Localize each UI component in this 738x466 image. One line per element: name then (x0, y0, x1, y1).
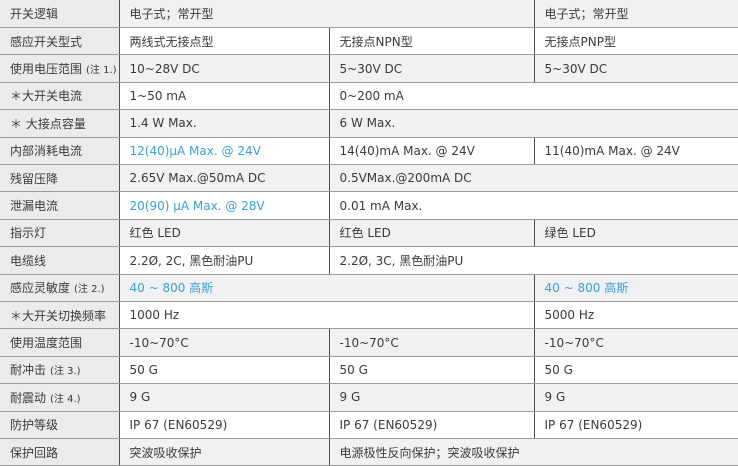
spec-value-cell: 1.4 W Max. (118, 109, 329, 138)
row-label-note: (注 4.) (50, 393, 81, 405)
row-label: 电缆线 (0, 246, 119, 275)
spec-value-cell: 11(40)mA Max. @ 24V (533, 137, 738, 165)
row-label: 内部消耗电流 (0, 137, 119, 165)
spec-value-cell: -10~70°C (118, 328, 329, 357)
table-row-operating-temperature: 使用温度范围 -10~70°C -10~70°C -10~70°C (0, 328, 738, 357)
spec-value-cell: 50 G (328, 356, 535, 385)
row-label-text: 泄漏电流 (10, 199, 59, 214)
spec-value-cell: IP 67 (EN60529) (533, 411, 738, 440)
row-label: 耐震动 (注 4.) (0, 383, 119, 412)
spec-value-cell: -10~70°C (533, 328, 738, 357)
table-row-max-switching-current: ＊大开关电流 1~50 mA 0~200 mA (0, 82, 738, 111)
table-row-shock-resistance: 耐冲击 (注 3.) 50 G 50 G 50 G (0, 356, 738, 385)
row-label: 防护等级 (0, 411, 119, 440)
spec-value-cell: 50 G (118, 356, 329, 385)
spec-value-cell: 0~200 mA (328, 82, 738, 111)
spec-value-cell: -10~70°C (328, 328, 535, 357)
table-row-protection-circuit: 保护回路 突波吸收保护 电源极性反向保护；突波吸收保护 (0, 438, 738, 466)
spec-value-cell: 2.65V Max.@50mA DC (118, 164, 329, 193)
row-label: 泄漏电流 (0, 191, 119, 220)
spec-value-cell-highlight: 40 ~ 800 高斯 (533, 274, 738, 302)
row-label-text: 感应开关型式 (10, 34, 83, 49)
spec-value-cell: 绿色 LED (533, 219, 738, 248)
row-label: 指示灯 (0, 219, 119, 248)
row-label-text: 内部消耗电流 (10, 144, 83, 159)
spec-value-cell: IP 67 (EN60529) (118, 411, 329, 440)
row-label-text: 指示灯 (10, 226, 47, 241)
row-label: ＊大开关切换频率 (0, 301, 119, 330)
spec-value-cell: 红色 LED (328, 219, 535, 248)
spec-value-cell: 无接点NPN型 (328, 27, 535, 56)
table-row-vibration-resistance: 耐震动 (注 4.) 9 G 9 G 9 G (0, 383, 738, 412)
row-label-text: 耐震动 (10, 390, 47, 405)
row-label: ＊大开关电流 (0, 82, 119, 111)
spec-value-cell: 1~50 mA (118, 82, 329, 111)
spec-value-cell: 0.01 mA Max. (328, 191, 738, 220)
table-row-internal-consumption-current: 内部消耗电流 12(40)μA Max. @ 24V 14(40)mA Max.… (0, 137, 738, 165)
row-label: 使用温度范围 (0, 328, 119, 357)
table-row-max-switching-frequency: ＊大开关切换频率 1000 Hz 5000 Hz (0, 301, 738, 330)
table-row-voltage-range: 使用电压范围 (注 1.) 10~28V DC 5~30V DC 5~30V DC (0, 54, 738, 83)
row-label: 感应灵敏度 (注 2.) (0, 274, 119, 302)
row-label: 感应开关型式 (0, 27, 119, 56)
table-row-leakage-current: 泄漏电流 20(90) μA Max. @ 28V 0.01 mA Max. (0, 191, 738, 220)
table-row-max-contact-capacity: ＊ 大接点容量 1.4 W Max. 6 W Max. (0, 109, 738, 138)
spec-value-cell: 50 G (533, 356, 738, 385)
table-row-switch-type: 感应开关型式 两线式无接点型 无接点NPN型 无接点PNP型 (0, 27, 738, 56)
row-label-text: 电缆线 (10, 253, 47, 268)
spec-value-cell: 1000 Hz (118, 301, 535, 330)
table-row-protection-rating: 防护等级 IP 67 (EN60529) IP 67 (EN60529) IP … (0, 411, 738, 440)
row-label-note: (注 2.) (74, 284, 105, 296)
spec-value-cell: 9 G (328, 383, 535, 412)
row-label: ＊ 大接点容量 (0, 109, 119, 138)
row-label-text: 使用电压范围 (10, 62, 83, 77)
spec-value-cell: 9 G (118, 383, 329, 412)
row-label: 保护回路 (0, 438, 119, 466)
spec-value-cell: 14(40)mA Max. @ 24V (328, 137, 535, 165)
row-label-text: 使用温度范围 (10, 336, 83, 351)
spec-value-cell-highlight: 40 ~ 800 高斯 (118, 274, 535, 302)
spec-value-cell: 5000 Hz (533, 301, 738, 330)
row-label-text: ＊大开关电流 (10, 89, 83, 104)
spec-value-cell: 两线式无接点型 (118, 27, 329, 56)
table-row-sensing-sensitivity: 感应灵敏度 (注 2.) 40 ~ 800 高斯 40 ~ 800 高斯 (0, 274, 738, 302)
row-label-text: 耐冲击 (10, 363, 47, 378)
row-label-note: (注 3.) (50, 366, 81, 378)
table-row-cable: 电缆线 2.2Ø, 2C, 黑色耐油PU 2.2Ø, 3C, 黑色耐油PU (0, 246, 738, 275)
spec-value-cell-highlight: 20(90) μA Max. @ 28V (118, 191, 329, 220)
spec-value-cell: IP 67 (EN60529) (328, 411, 535, 440)
row-label: 开关逻辑 (0, 0, 119, 28)
spec-value-cell: 突波吸收保护 (118, 438, 329, 466)
row-label: 耐冲击 (注 3.) (0, 356, 119, 385)
spec-value-cell: 2.2Ø, 2C, 黑色耐油PU (118, 246, 329, 275)
row-label-text: 感应灵敏度 (10, 281, 71, 296)
table-row-switch-logic: 开关逻辑 电子式；常开型 电子式；常开型 (0, 0, 738, 28)
spec-value-cell: 电源极性反向保护；突波吸收保护 (328, 438, 738, 466)
spec-value-cell: 电子式；常开型 (118, 0, 535, 28)
spec-value-cell: 0.5VMax.@200mA DC (328, 164, 738, 193)
spec-value-cell: 5~30V DC (533, 54, 738, 83)
row-label-text: ＊ 大接点容量 (10, 116, 86, 131)
spec-value-cell-highlight: 12(40)μA Max. @ 24V (118, 137, 329, 165)
table-row-indicator-led: 指示灯 红色 LED 红色 LED 绿色 LED (0, 219, 738, 248)
table-row-residual-voltage-drop: 残留压降 2.65V Max.@50mA DC 0.5VMax.@200mA D… (0, 164, 738, 193)
spec-value-cell: 电子式；常开型 (533, 0, 738, 28)
row-label-text: 防护等级 (10, 418, 59, 433)
row-label-note: (注 1.) (86, 65, 117, 77)
row-label: 残留压降 (0, 164, 119, 193)
spec-value-cell: 9 G (533, 383, 738, 412)
spec-value-cell: 6 W Max. (328, 109, 738, 138)
spec-value-cell: 10~28V DC (118, 54, 329, 83)
row-label-text: 残留压降 (10, 171, 59, 186)
spec-value-cell: 2.2Ø, 3C, 黑色耐油PU (328, 246, 738, 275)
spec-value-cell: 5~30V DC (328, 54, 535, 83)
row-label: 使用电压范围 (注 1.) (0, 54, 119, 83)
row-label-text: 开关逻辑 (10, 6, 59, 21)
spec-value-cell: 无接点PNP型 (533, 27, 738, 56)
spec-value-cell: 红色 LED (118, 219, 329, 248)
row-label-text: ＊大开关切换频率 (10, 308, 107, 323)
row-label-text: 保护回路 (10, 445, 59, 460)
